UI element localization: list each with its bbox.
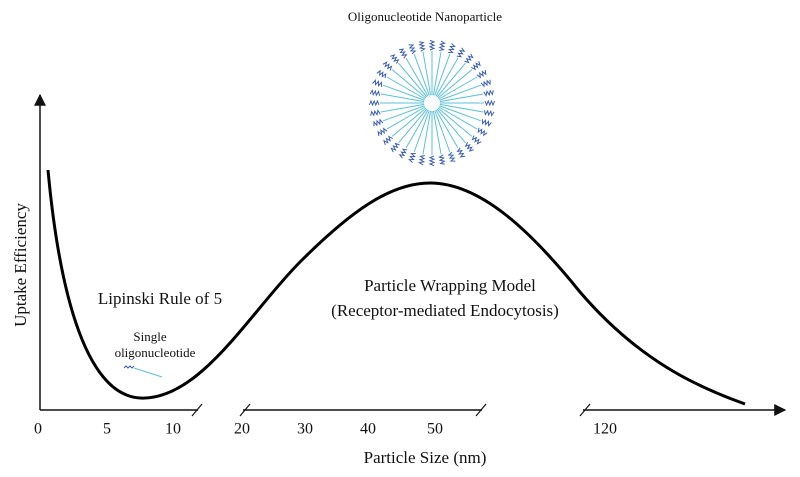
x-tick-label: 40 [360, 421, 376, 438]
strand-end [477, 127, 488, 137]
y-axis-label: Uptake Efficiency [11, 203, 30, 327]
axis-breaks [191, 403, 591, 417]
strand-end [418, 155, 426, 166]
strand-end [464, 142, 474, 152]
strand [413, 53, 430, 96]
strand [436, 108, 466, 144]
x-tick-label: 20 [234, 421, 250, 438]
x-tick-label: 120 [593, 421, 617, 438]
strand [386, 76, 426, 100]
strand [432, 110, 442, 155]
uptake-curve [46, 169, 746, 406]
strand-end [373, 118, 384, 127]
strand [435, 109, 459, 149]
strand [439, 103, 484, 113]
strand-end [471, 135, 482, 145]
strand-end [438, 40, 446, 51]
strand [432, 51, 442, 96]
strand-end [390, 54, 400, 64]
strand [391, 107, 427, 137]
strand-end [418, 41, 426, 52]
strand [380, 103, 425, 113]
title: Oligonucleotide Nanoparticle [348, 9, 502, 24]
strand [422, 51, 432, 96]
strand-end [438, 154, 446, 165]
strand [438, 76, 478, 100]
strand [405, 109, 429, 149]
strand [398, 108, 428, 144]
strand [439, 84, 482, 101]
x-tick-label: 30 [297, 421, 313, 438]
strand-end [377, 127, 388, 137]
x-axis-label: Particle Size (nm) [364, 448, 487, 467]
wrapping-label: (Receptor-mediated Endocytosis) [331, 301, 559, 320]
strand-end [370, 109, 381, 117]
strand-end [447, 151, 456, 162]
x-tick-label: 50 [427, 421, 443, 438]
single-label: oligonucleotide [115, 345, 196, 360]
strand [380, 93, 425, 103]
strand-end [383, 135, 393, 145]
strand [382, 105, 425, 122]
x-tick-label: 0 [34, 421, 42, 438]
strand [435, 57, 459, 97]
strand-end [484, 99, 496, 107]
strand-end [372, 79, 382, 87]
lipinski-label: Lipinski Rule of 5 [98, 289, 222, 308]
strand-end [464, 53, 474, 64]
strand [391, 69, 427, 99]
strand-end [408, 44, 417, 55]
strand [437, 69, 473, 99]
nanoparticle [368, 39, 496, 167]
strand [386, 106, 426, 130]
strand [434, 53, 451, 96]
strand [438, 106, 478, 130]
strand [382, 84, 425, 101]
strand [413, 110, 430, 153]
strand-end [482, 119, 492, 127]
strand [439, 93, 484, 103]
strand [437, 107, 473, 137]
strand-end [471, 61, 481, 71]
strand [398, 62, 428, 98]
strand-end [398, 148, 408, 159]
strand-end [376, 69, 387, 79]
strand-end [448, 43, 456, 53]
strand-end [476, 69, 487, 79]
strand-end [382, 61, 393, 71]
strand-end [428, 39, 436, 51]
strand-end [368, 99, 380, 107]
strand-end [369, 89, 380, 97]
strand [436, 62, 466, 98]
x-tick-labels: 0 5 10 20 30 40 50 120 [34, 421, 617, 438]
strand-end [456, 147, 466, 158]
strand-end [408, 153, 416, 163]
strand-end [483, 89, 494, 97]
strand-end [428, 155, 436, 167]
strand [434, 110, 451, 153]
strand [405, 57, 429, 97]
single-oligo [123, 365, 163, 378]
strand [439, 105, 482, 122]
wrapping-label: Particle Wrapping Model [364, 276, 536, 295]
strand-end [398, 48, 408, 59]
single-label: Single [133, 329, 166, 344]
x-tick-label: 10 [165, 421, 181, 438]
x-tick-label: 5 [103, 421, 111, 438]
strand [422, 110, 432, 155]
strand-end [456, 47, 466, 58]
strand-end [484, 109, 495, 117]
strand-end [480, 79, 491, 88]
strand-end [390, 142, 400, 153]
